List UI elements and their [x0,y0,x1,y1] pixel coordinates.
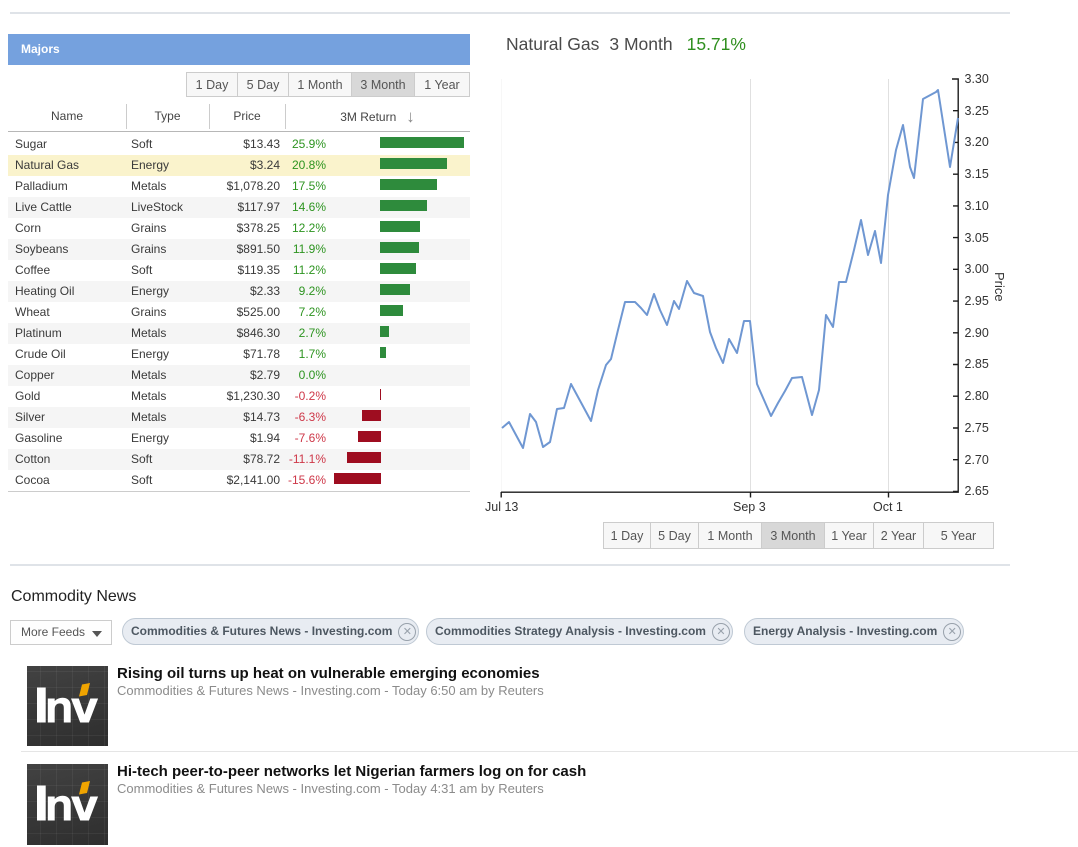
svg-text:2.65: 2.65 [965,484,989,498]
svg-text:2.95: 2.95 [965,294,989,308]
svg-text:3.10: 3.10 [965,199,989,213]
svg-text:3.15: 3.15 [965,167,989,181]
svg-text:2.90: 2.90 [965,326,989,340]
svg-text:3.30: 3.30 [965,72,989,86]
svg-text:3.00: 3.00 [965,262,989,276]
svg-text:3.05: 3.05 [965,231,989,245]
svg-text:Sep 3: Sep 3 [733,500,766,514]
svg-text:Price: Price [992,272,1007,302]
svg-text:2.85: 2.85 [965,357,989,371]
svg-text:2.70: 2.70 [965,453,989,467]
svg-text:3.25: 3.25 [965,104,989,118]
svg-text:Oct 1: Oct 1 [873,500,903,514]
svg-text:2.80: 2.80 [965,389,989,403]
svg-text:3.20: 3.20 [965,135,989,149]
svg-text:2.75: 2.75 [965,421,989,435]
svg-text:Jul 13: Jul 13 [485,500,518,514]
